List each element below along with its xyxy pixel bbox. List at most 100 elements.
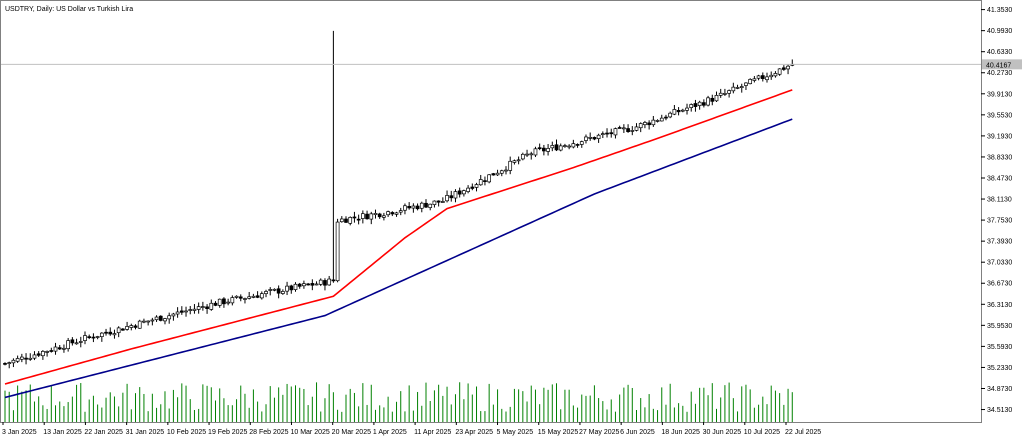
candle-body <box>786 65 790 70</box>
candle-body <box>335 221 340 282</box>
candle-body <box>175 311 180 315</box>
candle-body <box>83 335 87 341</box>
candle-body <box>735 87 740 89</box>
candle-body <box>281 291 285 294</box>
y-tick-label: 40.9930 <box>987 28 1012 35</box>
x-tick-label: 1 Apr 2025 <box>373 429 407 436</box>
y-tick-label: 34.5130 <box>987 407 1012 414</box>
x-axis: 3 Jan 2025 13 Jan 2025 22 Jan 2025 31 Jan 2… <box>2 422 821 436</box>
candle-body <box>769 74 774 78</box>
candle-body <box>196 306 201 310</box>
candle-body <box>19 356 24 360</box>
candle-body <box>133 325 138 328</box>
candle-body <box>781 67 786 70</box>
candle-body <box>255 295 260 298</box>
candle-body <box>643 122 647 126</box>
candle-body <box>520 153 525 160</box>
candle-body <box>558 145 563 151</box>
candle-body <box>259 293 264 299</box>
candle-body <box>226 301 230 304</box>
candle-body <box>297 283 302 287</box>
current-price-line: 40.4167 <box>1 59 1022 70</box>
candle-body <box>209 302 214 310</box>
candle-body <box>685 107 689 111</box>
candle-body <box>626 128 630 133</box>
candle-body <box>310 283 315 286</box>
candle-body <box>99 332 104 338</box>
candle-body <box>622 127 626 130</box>
candle-body <box>731 86 736 92</box>
candle-body <box>205 306 209 309</box>
candle-body <box>596 134 601 139</box>
candle-body <box>533 148 538 156</box>
candle-body <box>70 339 75 344</box>
y-tick-label: 35.5930 <box>987 344 1012 351</box>
candle-body <box>222 298 226 305</box>
candle-body <box>411 205 416 209</box>
candle-body <box>554 144 559 151</box>
candle-body <box>449 195 454 199</box>
candle-body <box>407 205 412 209</box>
candle-body <box>129 325 134 328</box>
y-tick-label: 40.2730 <box>987 70 1012 77</box>
candle-body <box>327 278 332 286</box>
candle-body <box>66 340 71 350</box>
candle-body <box>116 327 121 334</box>
candle-body <box>457 190 462 195</box>
candle-body <box>491 173 496 176</box>
candles <box>3 30 795 369</box>
candle-body <box>508 160 513 171</box>
candle-body <box>693 103 698 107</box>
candle-body <box>386 211 390 216</box>
candle-body <box>605 132 609 135</box>
candle-body <box>440 201 445 203</box>
candle-body <box>167 315 172 320</box>
x-tick-label: 11 Apr 2025 <box>414 429 451 436</box>
x-tick-label: 13 Jan 2025 <box>43 429 82 436</box>
candle-body <box>356 218 361 221</box>
candle-body <box>87 336 92 338</box>
x-tick-label: 5 May 2025 <box>497 429 534 436</box>
candle-body <box>213 302 218 306</box>
candle-body <box>293 283 298 290</box>
candle-body <box>137 320 142 329</box>
candle-body <box>739 86 744 88</box>
candle-body <box>567 145 571 148</box>
moving-average-slow-line <box>4 118 793 399</box>
candle-body <box>7 362 12 364</box>
candle-body <box>579 141 584 145</box>
candle-body <box>373 213 378 216</box>
candle-body <box>251 295 256 298</box>
candle-body <box>655 120 660 122</box>
candle-body <box>306 283 310 286</box>
candle-body <box>184 310 188 313</box>
candle-body <box>727 90 731 94</box>
candle-body <box>234 295 239 298</box>
chart-title: USDTRY, Daily: US Dollar vs Turkish Lira <box>5 6 133 13</box>
candle-body <box>285 285 289 292</box>
candle-body <box>419 202 424 209</box>
candle-body <box>588 137 593 139</box>
candle-body <box>432 200 437 205</box>
candle-body <box>264 291 268 295</box>
candle-body <box>78 341 83 343</box>
x-tick-label: 28 Feb 2025 <box>249 429 288 436</box>
candle-body <box>470 186 475 189</box>
x-tick-label: 31 Jan 2025 <box>126 429 165 436</box>
y-tick-label: 37.3930 <box>987 239 1012 246</box>
y-tick-label: 35.9530 <box>987 323 1012 330</box>
candle-body <box>668 112 673 118</box>
candle-body <box>45 351 49 353</box>
x-tick-label: 10 Feb 2025 <box>167 429 206 436</box>
y-tick-label: 40.6330 <box>987 49 1012 56</box>
candle-body <box>318 279 323 285</box>
candle-body <box>142 320 146 323</box>
candle-body <box>57 347 62 350</box>
candle-body <box>62 347 66 350</box>
y-tick-label: 37.0330 <box>987 260 1012 267</box>
candle-body <box>150 319 155 322</box>
current-price-tag <box>982 59 1022 70</box>
candle-body <box>777 68 782 75</box>
